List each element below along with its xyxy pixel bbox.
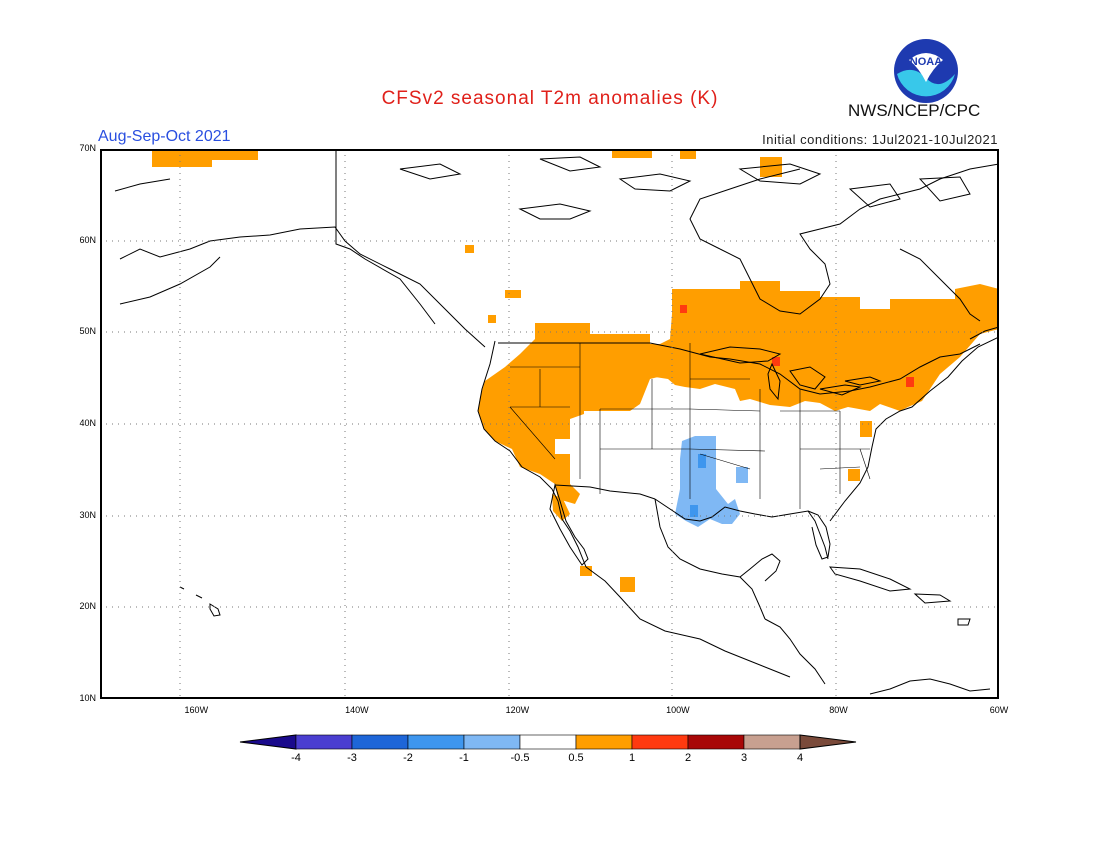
- color-bar-swatch: [575, 734, 633, 750]
- map-frame: [100, 149, 999, 699]
- color-bar-min-arrow: [239, 734, 297, 750]
- y-tick-label: 10N: [79, 693, 96, 703]
- color-bar: [239, 734, 857, 750]
- noaa-logo: NOAA: [894, 39, 958, 103]
- color-bar-tick-label: -2: [403, 752, 413, 764]
- x-tick-label: 120W: [505, 705, 530, 715]
- x-tick-label: 100W: [666, 705, 690, 715]
- color-bar-swatch: [295, 734, 353, 750]
- color-bar-swatch: [463, 734, 521, 750]
- color-bar-tick-label: 4: [796, 752, 804, 764]
- anomaly-map: [100, 149, 999, 699]
- color-bar-tick-label: 0.5: [568, 752, 584, 764]
- color-bar-tick-label: -0.5: [510, 752, 530, 764]
- x-tick-label: 60W: [989, 705, 1009, 715]
- color-bar-swatch: [519, 734, 577, 750]
- color-bar-tick-label: -4: [291, 752, 301, 764]
- color-bar-swatch: [631, 734, 689, 750]
- color-bar-swatch: [407, 734, 465, 750]
- season-label: Aug-Sep-Oct 2021: [98, 128, 231, 145]
- strong-warm-spots: [680, 305, 914, 387]
- color-bar-tick-label: 3: [740, 752, 748, 764]
- chart-title: CFSv2 seasonal T2m anomalies (K): [381, 88, 719, 109]
- agency-label: NWS/NCEP/CPC: [848, 101, 981, 120]
- strong-cold-spots: [690, 454, 706, 517]
- map-outlines: [114, 149, 999, 695]
- cold-anomaly-fills: [675, 436, 748, 527]
- y-tick-label: 30N: [79, 509, 96, 520]
- y-tick-label: 20N: [79, 601, 96, 612]
- color-bar-tick-label: 2: [684, 752, 692, 764]
- x-tick-label: 80W: [829, 705, 848, 715]
- y-tick-label: 70N: [79, 143, 96, 153]
- x-tick-label: 140W: [345, 705, 369, 715]
- color-bar-tick-label: 1: [628, 752, 636, 764]
- x-tick-label: 160W: [184, 705, 209, 715]
- initial-conditions-label: Initial conditions: 1Jul2021-10Jul2021: [762, 132, 998, 147]
- y-tick-label: 60N: [79, 234, 96, 245]
- noaa-logo-text: NOAA: [910, 56, 942, 68]
- color-bar-max-arrow: [799, 734, 857, 750]
- color-bar-swatch: [351, 734, 409, 750]
- color-bar-tick-label: -3: [347, 752, 357, 764]
- state-borders: [509, 343, 871, 509]
- color-bar-swatch: [687, 734, 745, 750]
- y-tick-label: 40N: [79, 418, 96, 428]
- y-tick-label: 50N: [79, 326, 96, 337]
- color-bar-tick-label: -1: [459, 752, 469, 764]
- color-bar-swatch: [743, 734, 801, 750]
